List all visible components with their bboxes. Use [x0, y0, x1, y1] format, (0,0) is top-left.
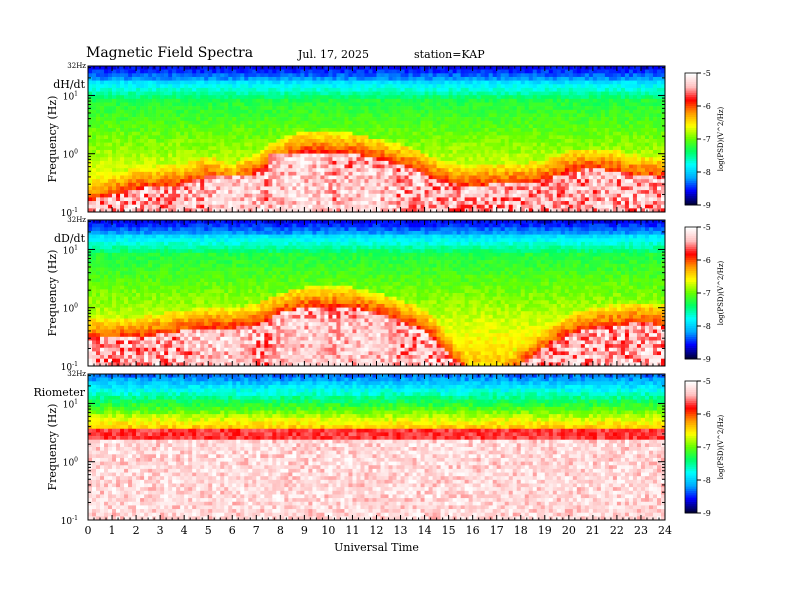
x-tick-label: 20 [562, 524, 576, 537]
y-axis-label: Frequency (Hz) [46, 250, 59, 337]
x-tick-label: 13 [394, 524, 408, 537]
y-axis-label: Frequency (Hz) [46, 404, 59, 491]
colorbar: -5 -6 -7 -8 -9 log(PSD)(V^2/Hz) [684, 69, 725, 210]
colorbar-tick-label: -5 [703, 223, 711, 232]
figure-title: Magnetic Field Spectra [86, 45, 254, 61]
colorbar-tick-label: -8 [703, 322, 711, 331]
colorbar-tick-label: -8 [703, 168, 711, 177]
y-tick-label: 101 [63, 90, 78, 102]
x-tick-label: 19 [538, 524, 552, 537]
colorbar-tick-label: -7 [703, 135, 711, 144]
x-tick-label: 21 [586, 524, 600, 537]
colorbar-tick-label: -6 [703, 256, 711, 265]
top-frequency-label: 32Hz [67, 216, 86, 224]
x-tick-label: 23 [634, 524, 648, 537]
colorbar-tick-label: -9 [703, 509, 711, 518]
x-tick-label: 11 [345, 524, 359, 537]
x-axis-label: Universal Time [334, 541, 419, 554]
panel-label: dH/dt [53, 78, 85, 91]
x-tick-label: 3 [157, 524, 164, 537]
y-tick-label: 101 [63, 398, 78, 410]
x-tick-label: 15 [442, 524, 456, 537]
colorbar-tick-label: -9 [703, 355, 711, 364]
x-tick-label: 24 [658, 524, 672, 537]
x-tick-label: 2 [133, 524, 140, 537]
colorbar-tick-label: -7 [703, 443, 711, 452]
colorbar-label: log(PSD)(V^2/Hz) [717, 260, 725, 325]
colorbar-tick-label: -9 [703, 201, 711, 210]
top-frequency-label: 32Hz [67, 62, 86, 70]
x-tick-label: 5 [205, 524, 212, 537]
x-tick-label: 9 [301, 524, 308, 537]
colorbar-tick-label: -8 [703, 476, 711, 485]
x-tick-label: 10 [321, 524, 335, 537]
x-tick-label: 6 [229, 524, 236, 537]
colorbar-label: log(PSD)(V^2/Hz) [717, 106, 725, 171]
top-frequency-label: 32Hz [67, 370, 86, 378]
y-tick-label: 100 [63, 149, 78, 161]
x-tick-label: 17 [490, 524, 504, 537]
panel-label: Riometer [33, 386, 85, 399]
x-tick-label: 8 [277, 524, 284, 537]
station-label: station=KAP [414, 48, 485, 61]
x-tick-label: 12 [370, 524, 384, 537]
x-tick-label: 18 [514, 524, 528, 537]
panel-label: dD/dt [54, 232, 86, 245]
x-tick-label: 1 [109, 524, 116, 537]
figure-date: Jul. 17, 2025 [298, 48, 369, 61]
x-tick-label: 22 [610, 524, 624, 537]
x-tick-label: 4 [181, 524, 188, 537]
x-tick-label: 7 [253, 524, 260, 537]
colorbar-tick-label: -7 [703, 289, 711, 298]
x-tick-label: 0 [85, 524, 92, 537]
y-axis-label: Frequency (Hz) [46, 96, 59, 183]
x-tick-label: 16 [466, 524, 480, 537]
colorbar: -5 -6 -7 -8 -9 log(PSD)(V^2/Hz) [684, 377, 725, 518]
colorbar-tick-label: -5 [703, 69, 711, 78]
y-tick-label: 100 [63, 457, 78, 469]
x-tick-label: 14 [418, 524, 432, 537]
colorbar-tick-label: -5 [703, 377, 711, 386]
y-tick-label: 10-1 [61, 515, 78, 527]
y-tick-label: 100 [63, 303, 78, 315]
colorbar-tick-label: -6 [703, 102, 711, 111]
colorbar-label: log(PSD)(V^2/Hz) [717, 414, 725, 479]
y-tick-label: 101 [63, 244, 78, 256]
colorbar: -5 -6 -7 -8 -9 log(PSD)(V^2/Hz) [684, 223, 725, 364]
colorbar-tick-label: -6 [703, 410, 711, 419]
